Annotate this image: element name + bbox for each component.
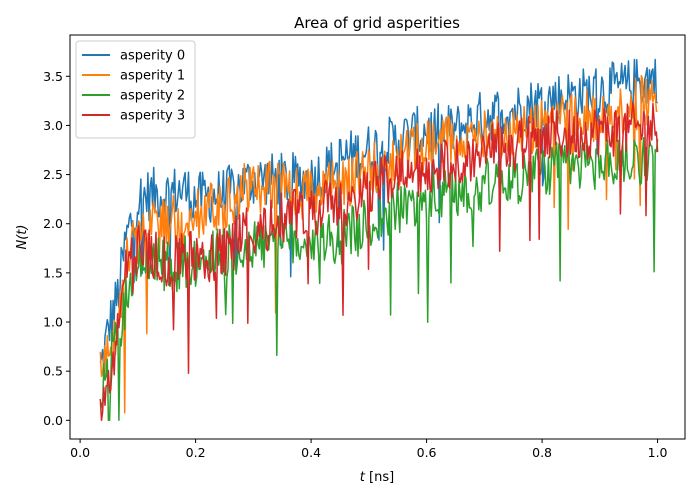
x-axis-variable: t [360, 470, 366, 485]
y-tick-label: 0.5 [43, 364, 63, 379]
legend: asperity 0 asperity 1 asperity 2 asperity 3 [75, 40, 196, 139]
y-tick-label: 2.5 [43, 167, 63, 182]
chart-title: Area of grid asperities [294, 14, 460, 32]
legend-entry-label: asperity 2 [120, 89, 185, 104]
y-axis: 0.0 0.5 1.0 1.5 2.0 2.5 3.0 3.5 [43, 69, 70, 428]
legend-entry-label: asperity 3 [120, 109, 185, 124]
y-tick-label: 1.0 [43, 315, 63, 330]
legend-entry-label: asperity 1 [120, 69, 185, 84]
legend-box [75, 40, 196, 139]
x-tick-label: 0.0 [70, 445, 90, 460]
axes-frame [69, 34, 686, 440]
series-line-asperity-0 [99, 58, 658, 372]
x-tick-label: 0.8 [532, 445, 552, 460]
y-tick-label: 3.0 [43, 118, 63, 133]
x-tick-label: 0.6 [417, 445, 437, 460]
plot-area [99, 58, 659, 422]
y-tick-label: 2.0 [43, 216, 63, 231]
x-axis: 0.0 0.2 0.4 0.6 0.8 1.0 [70, 439, 668, 460]
x-axis-unit: [ns] [365, 470, 394, 485]
y-tick-label: 1.5 [43, 265, 63, 280]
series-line-asperity-3 [99, 102, 659, 422]
y-axis-label: N(t) [15, 225, 30, 250]
y-tick-label: 0.0 [43, 413, 63, 428]
legend-entry-label: asperity 0 [120, 49, 185, 64]
x-tick-label: 0.4 [301, 445, 321, 460]
y-tick-label: 3.5 [43, 69, 63, 84]
x-tick-label: 1.0 [648, 445, 668, 460]
x-tick-label: 0.2 [186, 445, 206, 460]
x-axis-label: t [ns] [360, 470, 394, 485]
